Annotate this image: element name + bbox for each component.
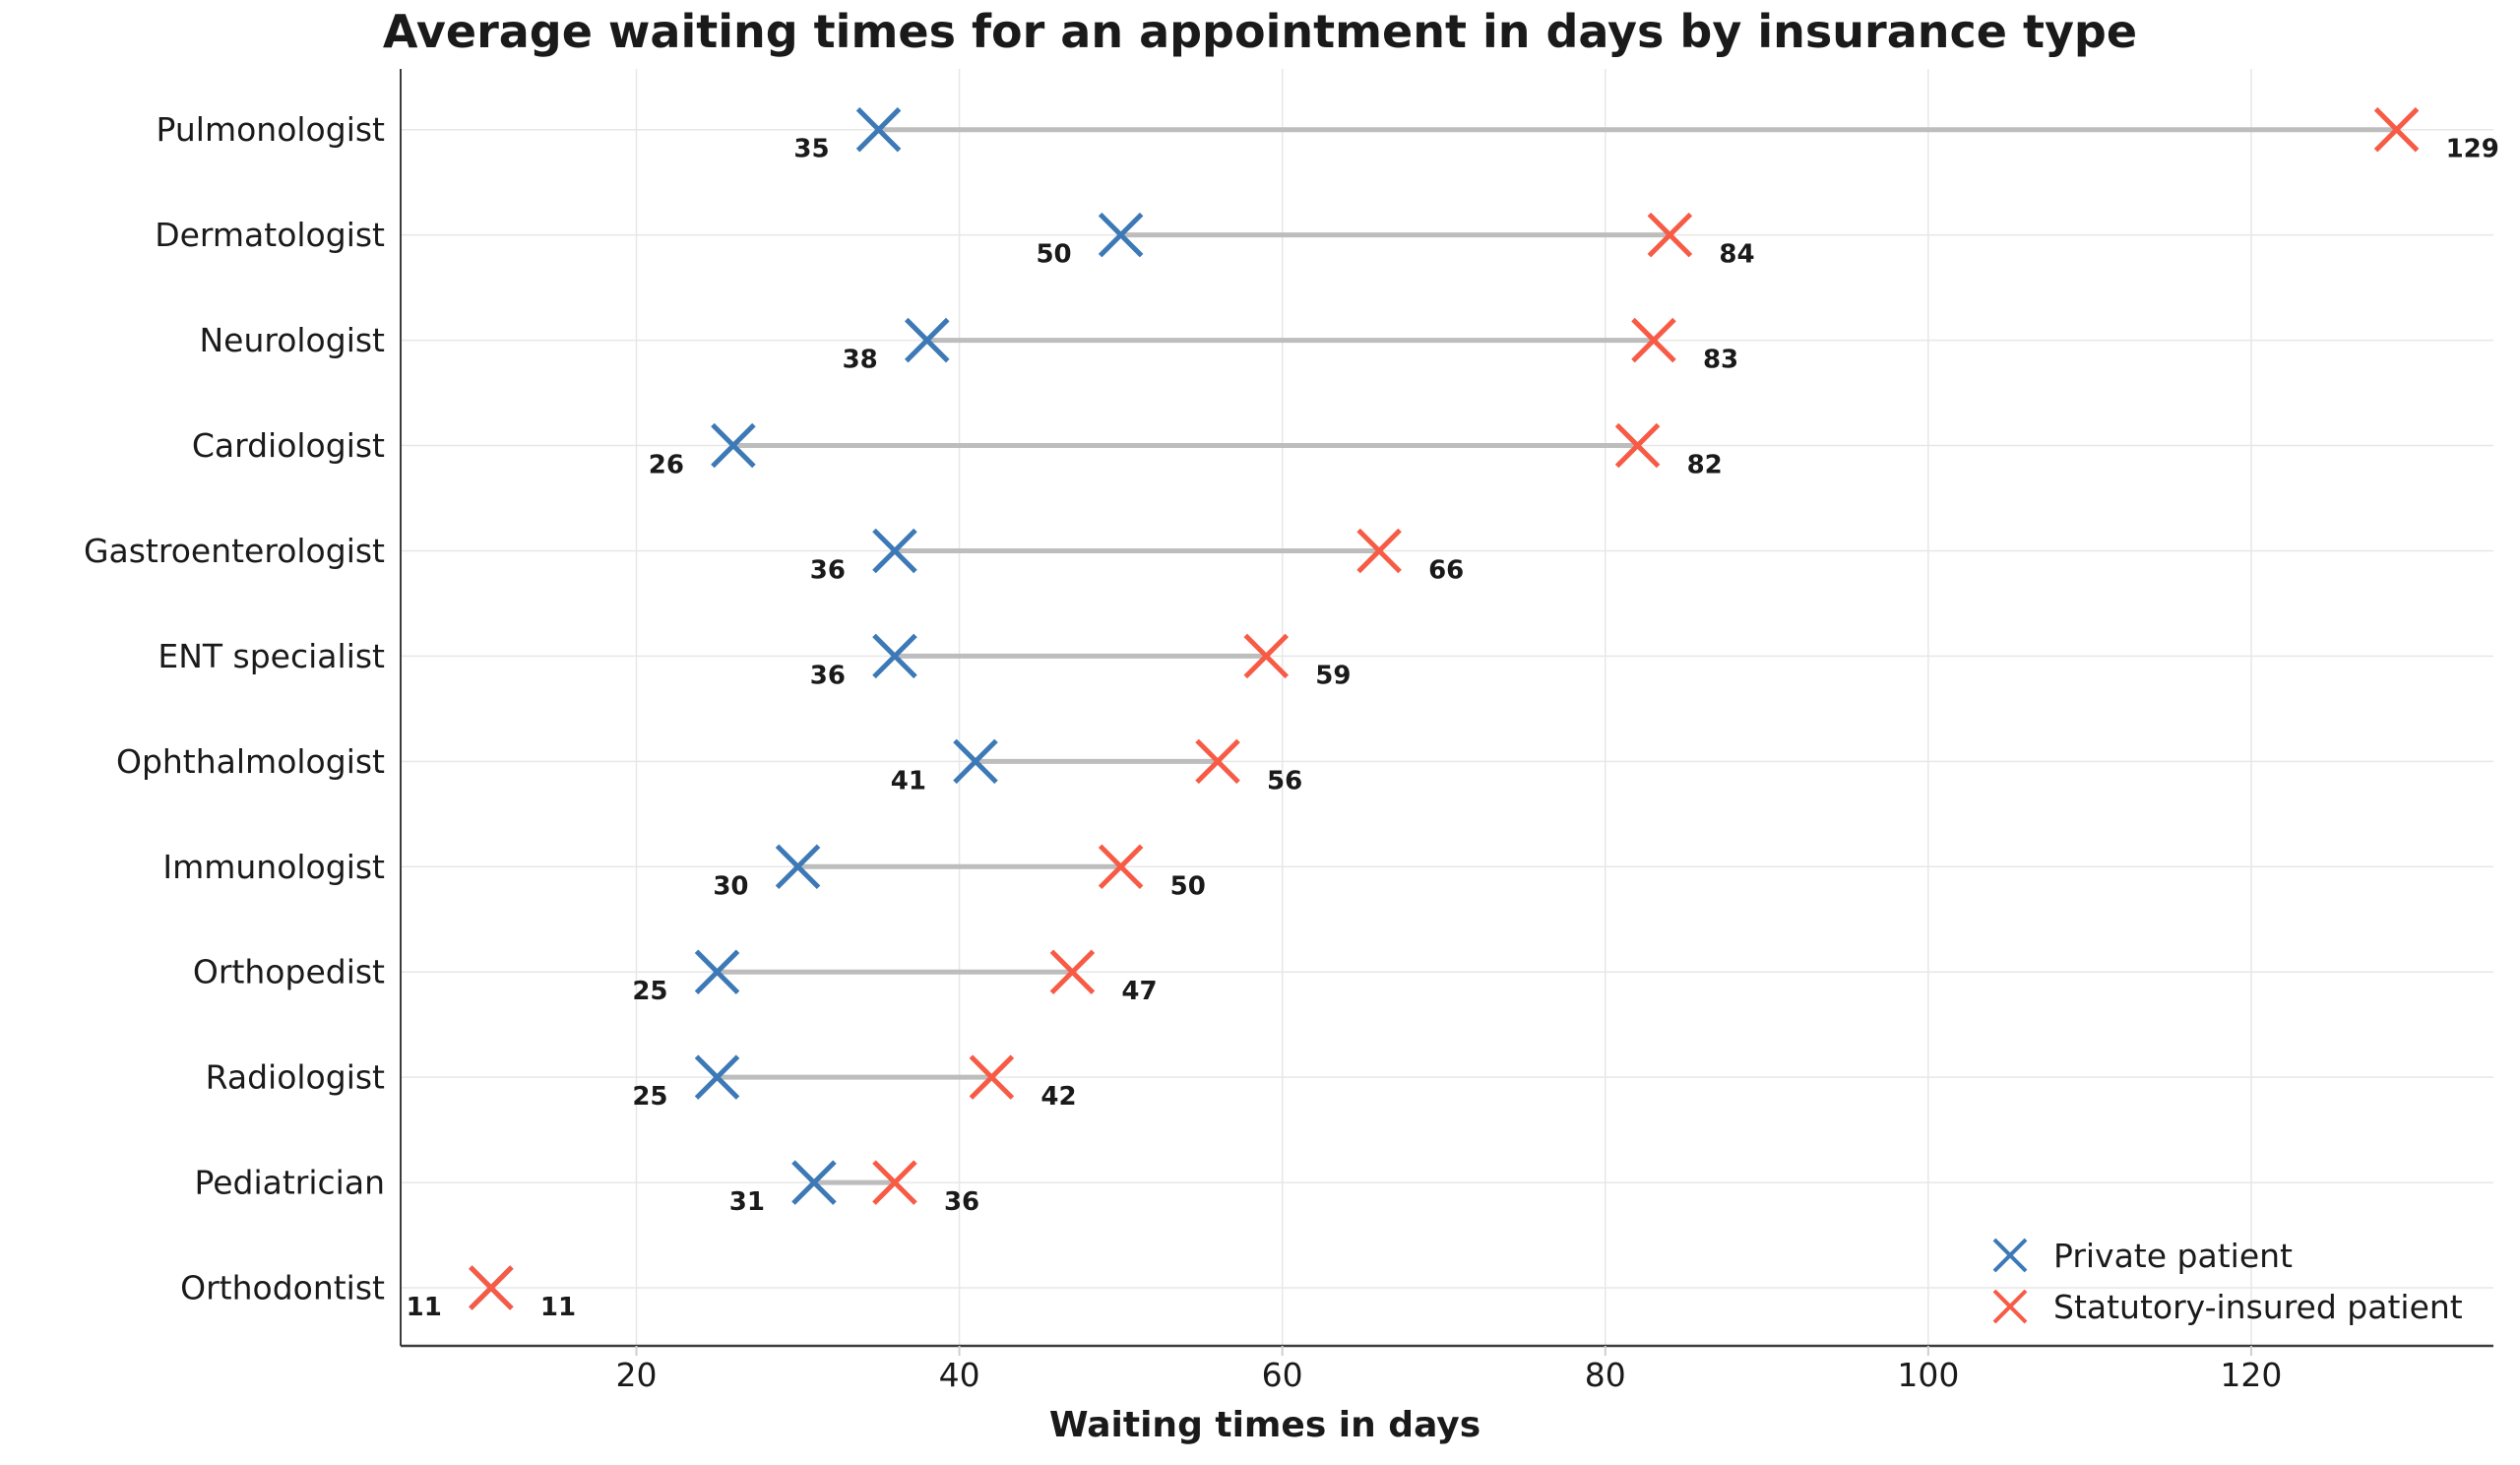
marker-statutory-insured-patient-ophthalmologist: [1195, 738, 1240, 785]
value-label-private-patient-pediatrician: 31: [729, 1187, 765, 1217]
x-tick-label-100: 100: [1897, 1356, 1959, 1394]
marker-private-patient-pediatrician: [791, 1160, 837, 1205]
value-label-statutory-insured-patient-dermatologist: 84: [1719, 240, 1754, 270]
category-labels: Pulmonologist Dermatologist Neurologist Car…: [84, 110, 385, 1306]
category-label-cardiologist: Cardiologist: [192, 426, 385, 465]
category-label-ophthalmologist: Ophthalmologist: [116, 742, 385, 781]
value-label-statutory-insured-patient-ent-specialist: 59: [1315, 661, 1351, 690]
marker-statutory-insured-patient-neurologist: [1631, 317, 1676, 363]
value-label-statutory-insured-patient-pulmonologist: 129: [2446, 135, 2499, 164]
category-label-ent-specialist: ENT specialist: [158, 637, 385, 675]
marker-private-patient-ent-specialist: [872, 633, 917, 679]
legend: Private patient Statutory-insured patien…: [1992, 1237, 2463, 1326]
marker-statutory-insured-patient-gastroenterologist: [1356, 528, 1402, 574]
x-tick-labels: 20 40 60 80 100 120: [616, 1356, 2283, 1394]
legend-marker-statutory-icon: [1992, 1289, 2028, 1324]
value-label-private-patient-orthopedist: 25: [632, 977, 667, 1006]
axes: [400, 69, 2493, 1356]
x-tick-label-40: 40: [939, 1356, 980, 1394]
legend-label-statutory: Statutory-insured patient: [2053, 1288, 2463, 1326]
value-labels: 35 50 38 26 36 36 41 30 25 25 31 11 129 84 83 82 66 59 56 5…: [407, 135, 2499, 1322]
value-label-private-patient-cardiologist: 26: [649, 451, 684, 480]
category-label-orthopedist: Orthopedist: [193, 953, 385, 991]
marker-private-patient-cardiologist: [711, 422, 756, 469]
marker-statutory-insured-patient-radiologist: [969, 1054, 1015, 1100]
connectors: [717, 127, 2397, 1185]
x-axis-label: Waiting times in days: [1049, 1405, 1480, 1445]
value-label-statutory-insured-patient-orthopedist: 47: [1121, 977, 1157, 1006]
marker-private-patient-immunologist: [775, 844, 821, 890]
category-label-radiologist: Radiologist: [206, 1058, 385, 1097]
series-markers: [469, 106, 2420, 1310]
marker-private-patient-dermatologist: [1098, 212, 1144, 258]
marker-private-patient-orthopedist: [694, 949, 740, 994]
marker-private-patient-radiologist: [694, 1054, 740, 1100]
legend-marker-private-icon: [1992, 1238, 2028, 1273]
marker-statutory-insured-patient-cardiologist: [1614, 422, 1661, 469]
value-label-private-patient-orthodontist: 11: [407, 1293, 442, 1322]
category-label-dermatologist: Dermatologist: [155, 216, 385, 254]
marker-statutory-insured-patient-dermatologist: [1647, 212, 1693, 258]
value-label-private-patient-immunologist: 30: [713, 871, 748, 901]
value-label-private-patient-pulmonologist: 35: [793, 135, 829, 164]
value-label-private-patient-dermatologist: 50: [1036, 240, 1071, 270]
x-tick-label-20: 20: [616, 1356, 658, 1394]
marker-statutory-insured-patient-pediatrician: [872, 1160, 917, 1205]
value-label-private-patient-radiologist: 25: [632, 1082, 667, 1112]
marker-private-patient-gastroenterologist: [872, 528, 917, 574]
marker-private-patient-ophthalmologist: [953, 738, 998, 785]
value-label-statutory-insured-patient-immunologist: 50: [1170, 871, 1206, 901]
marker-statutory-insured-patient-orthodontist: [469, 1265, 514, 1310]
value-label-statutory-insured-patient-cardiologist: 82: [1687, 451, 1723, 480]
marker-statutory-insured-patient-immunologist: [1098, 844, 1144, 890]
category-label-pulmonologist: Pulmonologist: [157, 110, 386, 149]
category-label-pediatrician: Pediatrician: [195, 1164, 386, 1202]
value-label-private-patient-gastroenterologist: 36: [810, 555, 846, 585]
value-label-private-patient-neurologist: 38: [843, 346, 878, 375]
category-label-neurologist: Neurologist: [199, 321, 385, 359]
marker-statutory-insured-patient-pulmonologist: [2373, 106, 2420, 153]
x-tick-label-120: 120: [2220, 1356, 2282, 1394]
value-label-private-patient-ent-specialist: 36: [810, 661, 846, 690]
x-tick-label-80: 80: [1585, 1356, 1626, 1394]
marker-statutory-insured-patient-ent-specialist: [1243, 633, 1290, 679]
chart-title: Average waiting times for an appointment…: [383, 5, 2137, 58]
x-tick-label-60: 60: [1262, 1356, 1303, 1394]
value-label-statutory-insured-patient-ophthalmologist: 56: [1267, 766, 1302, 796]
value-label-statutory-insured-patient-pediatrician: 36: [944, 1187, 979, 1217]
value-label-statutory-insured-patient-radiologist: 42: [1040, 1082, 1076, 1112]
legend-label-private: Private patient: [2053, 1237, 2293, 1275]
category-label-gastroenterologist: Gastroenterologist: [84, 532, 385, 570]
value-label-statutory-insured-patient-neurologist: 83: [1703, 346, 1738, 375]
category-label-immunologist: Immunologist: [162, 848, 385, 886]
marker-statutory-insured-patient-orthopedist: [1049, 949, 1096, 994]
value-label-private-patient-ophthalmologist: 41: [891, 766, 926, 796]
marker-private-patient-pulmonologist: [855, 106, 902, 153]
marker-private-patient-neurologist: [905, 317, 950, 363]
gridlines: [401, 69, 2493, 1346]
value-label-statutory-insured-patient-orthodontist: 11: [540, 1293, 576, 1322]
value-label-statutory-insured-patient-gastroenterologist: 66: [1428, 555, 1464, 585]
category-label-orthodontist: Orthodontist: [180, 1269, 385, 1307]
